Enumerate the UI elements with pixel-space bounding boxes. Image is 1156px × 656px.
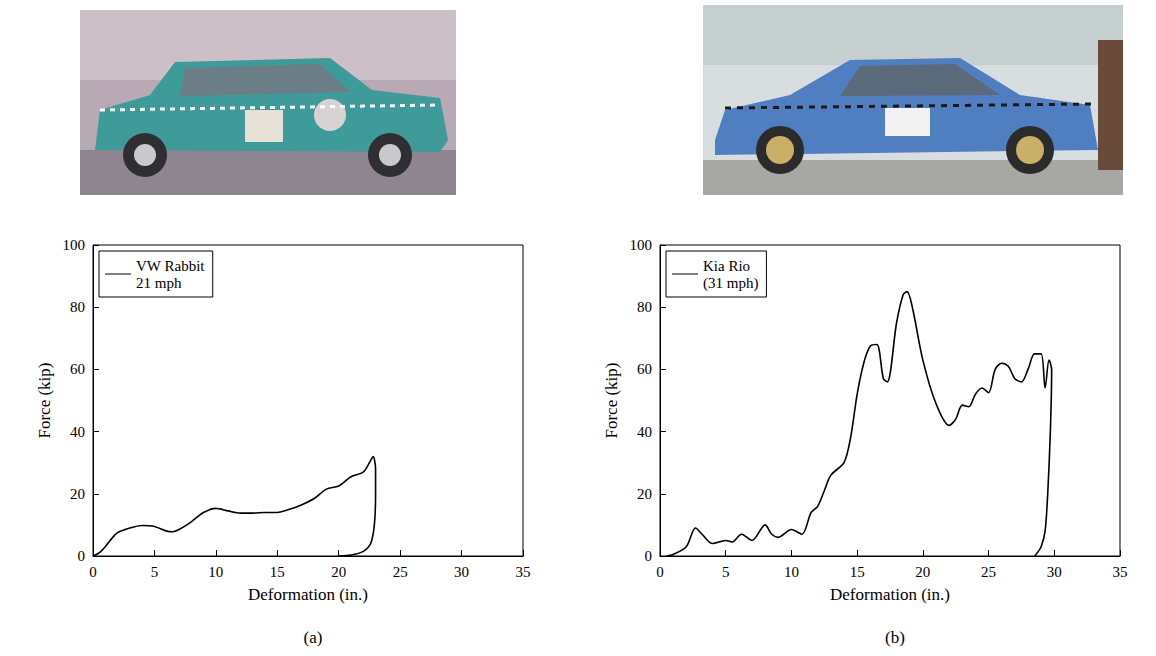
svg-text:100: 100 [63,237,86,253]
svg-text:0: 0 [656,564,664,580]
svg-text:35: 35 [516,564,531,580]
svg-text:Deformation (in.): Deformation (in.) [248,585,368,604]
svg-text:100: 100 [630,237,653,253]
svg-text:10: 10 [784,564,799,580]
svg-text:15: 15 [850,564,865,580]
svg-text:VW Rabbit: VW Rabbit [136,258,205,274]
svg-text:Deformation (in.): Deformation (in.) [830,585,950,604]
svg-text:0: 0 [89,564,97,580]
svg-text:Force (kip): Force (kip) [602,362,621,438]
svg-text:40: 40 [70,424,85,440]
svg-text:35: 35 [1113,564,1128,580]
svg-text:Kia Rio: Kia Rio [703,258,750,274]
svg-text:25: 25 [981,564,996,580]
svg-text:15: 15 [270,564,285,580]
svg-text:0: 0 [645,548,653,564]
svg-text:5: 5 [722,564,730,580]
svg-text:25: 25 [393,564,408,580]
svg-text:20: 20 [70,486,85,502]
svg-text:80: 80 [637,299,652,315]
svg-text:(a): (a) [304,628,323,647]
svg-text:20: 20 [915,564,930,580]
svg-text:80: 80 [70,299,85,315]
svg-text:20: 20 [637,486,652,502]
svg-text:40: 40 [637,424,652,440]
svg-text:20: 20 [331,564,346,580]
svg-text:5: 5 [151,564,159,580]
svg-text:10: 10 [208,564,223,580]
svg-text:60: 60 [637,361,652,377]
svg-text:30: 30 [1047,564,1062,580]
svg-text:30: 30 [454,564,469,580]
svg-text:60: 60 [70,361,85,377]
svg-text:(b): (b) [885,628,905,647]
svg-text:Force (kip): Force (kip) [35,362,54,438]
svg-text:0: 0 [78,548,86,564]
svg-text:(31 mph): (31 mph) [703,275,758,292]
svg-text:21 mph: 21 mph [136,275,182,291]
